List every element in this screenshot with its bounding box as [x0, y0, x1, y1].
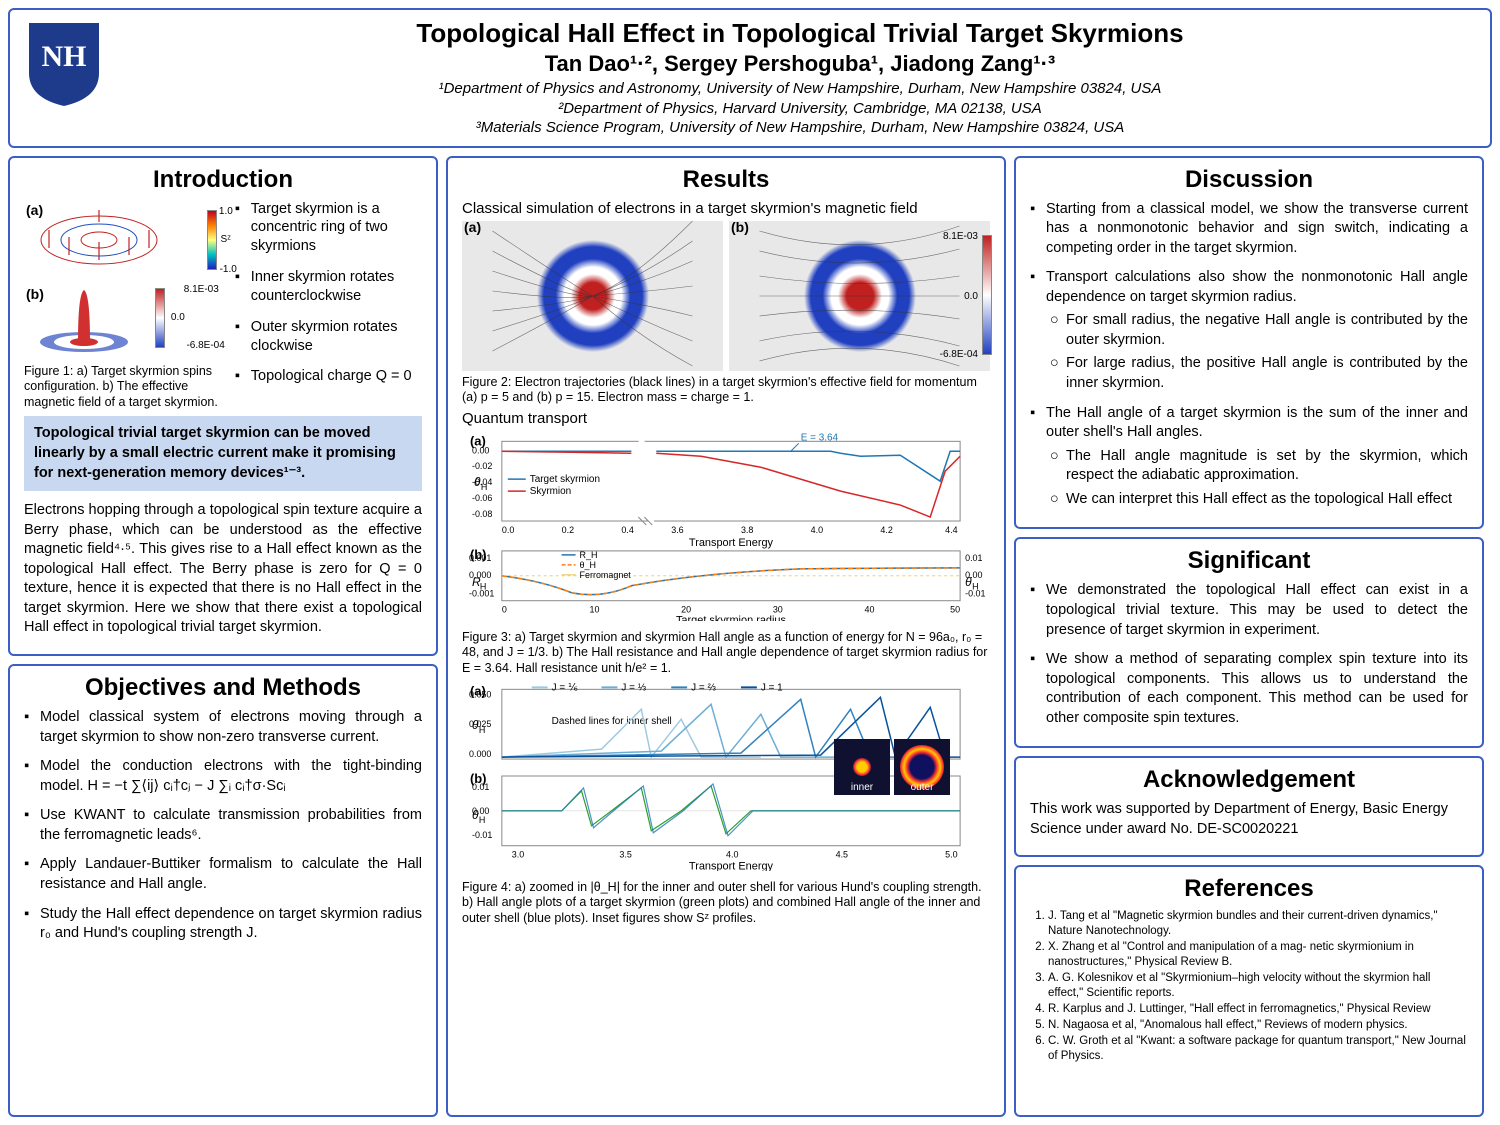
svg-text:20: 20 [681, 604, 691, 614]
fig3-caption: Figure 3: a) Target skyrmion and skyrmio… [462, 630, 990, 677]
results-sub1: Classical simulation of electrons in a t… [462, 200, 990, 217]
svg-text:J = ⅙: J = ⅙ [552, 682, 578, 693]
svg-text:10: 10 [590, 604, 600, 614]
svg-text:NH: NH [42, 40, 87, 73]
svg-text:-0.02: -0.02 [472, 461, 492, 471]
svg-text:Dashed lines for inner shell: Dashed lines for inner shell [552, 716, 672, 727]
discussion-panel: Discussion Starting from a classical mod… [1014, 156, 1484, 530]
svg-text:0.000: 0.000 [469, 570, 491, 580]
figure-1: (a) [24, 200, 227, 411]
fig2-colorbar [982, 235, 992, 355]
intro-title: Introduction [24, 166, 422, 194]
columns: Introduction (a) [8, 156, 1492, 1118]
svg-text:H: H [972, 582, 978, 592]
svg-text:0: 0 [502, 604, 507, 614]
fig4-caption: Figure 4: a) zoomed in |θ_H| for the inn… [462, 880, 990, 927]
discussion-title: Discussion [1030, 166, 1468, 194]
refs-title: References [1030, 875, 1468, 903]
svg-text:0.4: 0.4 [621, 525, 633, 535]
svg-text:R_H: R_H [580, 550, 598, 560]
svg-text:-0.04: -0.04 [472, 477, 492, 487]
objectives-panel: Objectives and Methods Model classical s… [8, 664, 438, 1117]
fig1-caption: Figure 1: a) Target skyrmion spins confi… [24, 364, 227, 411]
svg-text:0.00: 0.00 [472, 805, 489, 815]
svg-text:0.2: 0.2 [562, 525, 574, 535]
authors: Tan Dao¹·², Sergey Pershoguba¹, Jiadong … [124, 51, 1476, 77]
fig1b-colorbar [155, 288, 165, 348]
svg-text:0.000: 0.000 [469, 749, 491, 759]
fig1a-colorbar [207, 210, 217, 270]
svg-text:J = ⅓: J = ⅓ [621, 682, 646, 693]
svg-text:0.001: 0.001 [469, 553, 491, 563]
figure-3: (a) θH 0.00 -0.02 -0.04 -0.06 -0.08 [462, 431, 990, 626]
svg-text:Target skyrmion radius: Target skyrmion radius [676, 614, 787, 620]
left-column: Introduction (a) [8, 156, 438, 1118]
svg-text:-0.08: -0.08 [472, 509, 492, 519]
poster-title: Topological Hall Effect in Topological T… [124, 18, 1476, 49]
svg-text:θ_H: θ_H [580, 560, 596, 570]
svg-text:Skyrmion: Skyrmion [530, 486, 571, 497]
svg-text:H: H [479, 814, 485, 824]
ack-text: This work was supported by Department of… [1030, 800, 1468, 839]
svg-text:3.5: 3.5 [619, 849, 631, 859]
results-title: Results [462, 166, 990, 194]
svg-text:-0.01: -0.01 [472, 829, 492, 839]
unh-logo: NH [24, 18, 104, 108]
svg-text:Transport Energy: Transport Energy [689, 860, 774, 870]
svg-text:4.5: 4.5 [836, 849, 848, 859]
svg-text:Transport Energy: Transport Energy [689, 537, 774, 549]
svg-text:0.050: 0.050 [469, 689, 491, 699]
affil-1: ¹Department of Physics and Astronomy, Un… [124, 79, 1476, 99]
significant-title: Significant [1030, 547, 1468, 575]
svg-text:40: 40 [864, 604, 874, 614]
svg-text:50: 50 [950, 604, 960, 614]
objectives-title: Objectives and Methods [24, 674, 422, 702]
svg-text:-0.001: -0.001 [469, 588, 494, 598]
svg-text:4.0: 4.0 [726, 849, 738, 859]
header-text: Topological Hall Effect in Topological T… [124, 18, 1476, 138]
affil-3: ³Materials Science Program, University o… [124, 118, 1476, 138]
svg-text:J = ⅔: J = ⅔ [691, 682, 716, 693]
fig2-caption: Figure 2: Electron trajectories (black l… [462, 375, 990, 406]
svg-text:0.01: 0.01 [965, 553, 982, 563]
header-panel: NH Topological Hall Effect in Topologica… [8, 8, 1492, 148]
svg-text:4.2: 4.2 [880, 525, 892, 535]
ack-title: Acknowledgement [1030, 766, 1468, 794]
svg-text:4.4: 4.4 [945, 525, 957, 535]
svg-text:3.6: 3.6 [671, 525, 683, 535]
significant-panel: Significant We demonstrated the topologi… [1014, 537, 1484, 748]
svg-text:Ferromagnet: Ferromagnet [580, 570, 632, 580]
introduction-panel: Introduction (a) [8, 156, 438, 657]
results-sub2: Quantum transport [462, 410, 990, 427]
affil-2: ²Department of Physics, Harvard Universi… [124, 99, 1476, 119]
fig4-insets: inner outer [834, 739, 950, 795]
figure-4: (a) θH 0.050 0.025 0.000 Dashed lines fo… [462, 681, 990, 876]
svg-text:-0.06: -0.06 [472, 493, 492, 503]
results-panel: Results Classical simulation of electron… [446, 156, 1006, 1118]
svg-text:5.0: 5.0 [945, 849, 957, 859]
svg-text:θ: θ [965, 575, 972, 589]
svg-text:0.01: 0.01 [472, 782, 489, 792]
intro-side-bullets: Target skyrmion is a concentric ring of … [235, 200, 422, 411]
svg-text:J = 1: J = 1 [761, 682, 783, 693]
figure-2: (a) [462, 221, 990, 371]
svg-text:Target skyrmion: Target skyrmion [530, 474, 600, 485]
svg-text:0.00: 0.00 [472, 445, 489, 455]
ack-panel: Acknowledgement This work was supported … [1014, 756, 1484, 857]
references-panel: References J. Tang et al "Magnetic skyrm… [1014, 865, 1484, 1117]
svg-text:4.0: 4.0 [811, 525, 823, 535]
center-column: Results Classical simulation of electron… [446, 156, 1006, 1118]
svg-text:30: 30 [773, 604, 783, 614]
intro-para: Electrons hopping through a topological … [24, 501, 422, 638]
svg-text:0.025: 0.025 [469, 719, 491, 729]
svg-text:3.8: 3.8 [741, 525, 753, 535]
svg-text:0.0: 0.0 [502, 525, 514, 535]
intro-highlight: Topological trivial target skyrmion can … [24, 416, 422, 491]
svg-text:E = 3.64: E = 3.64 [801, 432, 839, 443]
svg-text:3.0: 3.0 [512, 849, 524, 859]
right-column: Discussion Starting from a classical mod… [1014, 156, 1484, 1118]
